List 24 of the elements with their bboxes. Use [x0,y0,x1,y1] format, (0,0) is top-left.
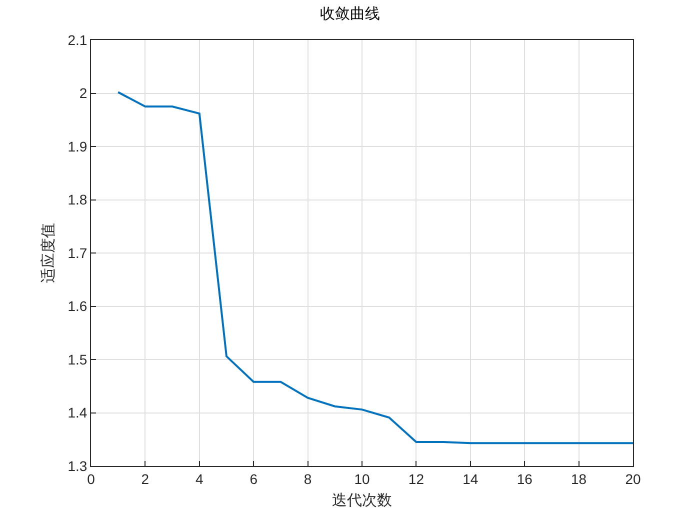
y-tick-label: 2 [79,85,88,102]
line-series [117,91,633,444]
x-tick-label: 0 [87,470,96,487]
x-tick-label: 20 [625,470,641,487]
x-tick-label: 4 [196,470,204,487]
x-tick-label: 10 [354,470,370,487]
y-tick-label: 1.3 [68,458,88,474]
x-tick-label: 2 [141,470,150,487]
x-tick-label: 14 [462,470,478,487]
x-tick-label: 12 [408,470,424,487]
y-tick-label: 1.8 [68,192,88,208]
x-tick-label: 18 [571,470,587,487]
y-tick-label: 1.9 [68,138,88,154]
chart-title: 收敛曲线 [320,5,380,22]
y-tick-label: 1.7 [68,244,88,261]
x-tick-label: 6 [250,470,258,487]
y-tick-label: 1.5 [68,351,88,368]
x-axis-title: 迭代次数 [332,492,392,509]
x-tick-label: 8 [304,470,312,487]
y-tick-label: 1.4 [68,404,88,421]
x-tick-label: 16 [516,470,533,487]
y-axis-title: 适应度值 [40,223,57,283]
y-tick-label: 2.1 [68,32,88,48]
y-tick-label: 1.6 [68,298,88,314]
